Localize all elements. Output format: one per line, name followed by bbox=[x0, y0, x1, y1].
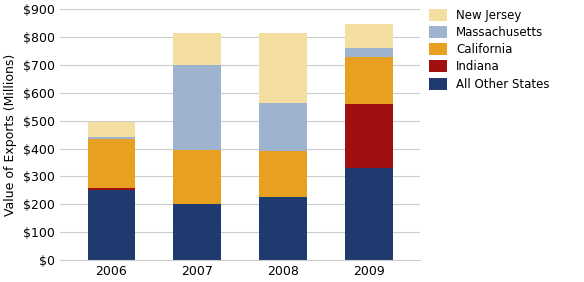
Bar bbox=[345, 104, 392, 168]
Bar bbox=[345, 168, 392, 260]
Bar bbox=[173, 204, 221, 260]
Bar bbox=[173, 33, 221, 65]
Bar bbox=[88, 190, 135, 260]
Bar bbox=[259, 197, 307, 260]
Bar bbox=[88, 188, 135, 190]
Bar bbox=[173, 65, 221, 150]
Bar bbox=[88, 122, 135, 137]
Bar bbox=[173, 150, 221, 204]
Bar bbox=[259, 103, 307, 151]
Y-axis label: Value of Exports (Millions): Value of Exports (Millions) bbox=[4, 54, 17, 216]
Bar bbox=[88, 139, 135, 188]
Bar bbox=[88, 137, 135, 139]
Bar bbox=[259, 33, 307, 103]
Bar bbox=[345, 25, 392, 48]
Bar bbox=[345, 48, 392, 57]
Bar bbox=[259, 151, 307, 197]
Legend: New Jersey, Massachusetts, California, Indiana, All Other States: New Jersey, Massachusetts, California, I… bbox=[424, 4, 554, 95]
Bar bbox=[345, 57, 392, 104]
